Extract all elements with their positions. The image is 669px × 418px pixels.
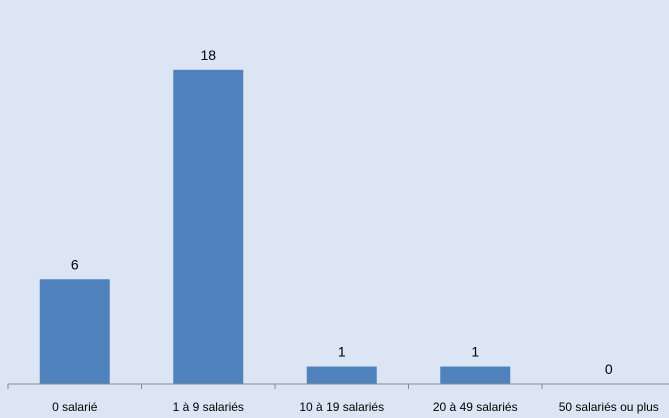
data-label-1: 18 [200, 47, 216, 63]
data-label-3: 1 [471, 344, 479, 360]
bar-2 [306, 366, 377, 384]
x-tick-label-2: 10 à 19 salariés [299, 400, 384, 414]
bar-0 [39, 279, 110, 384]
bar-1 [173, 69, 244, 385]
data-label-4: 0 [605, 361, 613, 377]
x-axis-tick-labels: 0 salarié 1 à 9 salariés 10 à 19 salariés 2… [52, 400, 659, 414]
x-tick-label-1: 1 à 9 salariés [173, 400, 244, 414]
data-labels-group: 6 18 1 1 0 [71, 47, 613, 377]
x-tick-label-0: 0 salarié [52, 400, 98, 414]
x-tick-label-4: 50 salariés ou plus [559, 400, 659, 414]
bars-group [39, 69, 511, 385]
bar-3 [440, 366, 511, 384]
x-axis-ticks [7, 384, 543, 389]
data-label-2: 1 [338, 344, 346, 360]
data-label-0: 6 [71, 256, 79, 272]
x-tick-label-3: 20 à 49 salariés [433, 400, 518, 414]
